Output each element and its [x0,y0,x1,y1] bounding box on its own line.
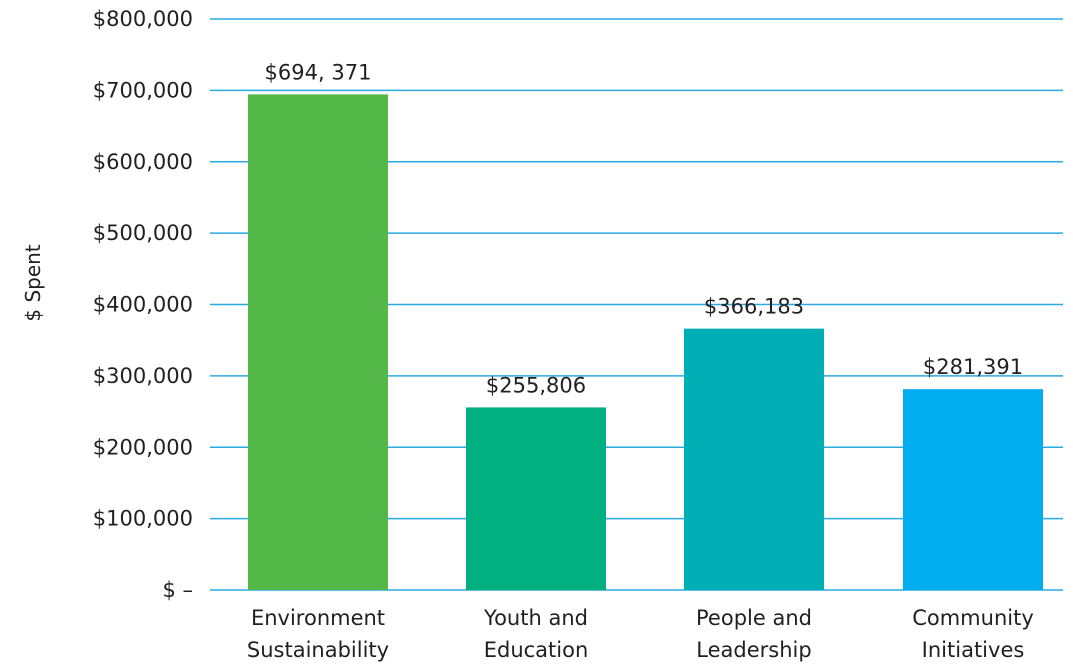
category-label: People and [696,606,812,630]
y-tick-label: $500,000 [93,221,193,245]
data-label: $281,391 [923,355,1023,379]
data-label: $255,806 [486,373,586,397]
y-tick-label: $700,000 [93,78,193,102]
category-label: Education [484,638,589,662]
bar [684,328,824,590]
data-label: $366,183 [704,295,804,319]
y-tick-label: $600,000 [93,150,193,174]
y-tick-label: $200,000 [93,435,193,459]
bar [466,407,606,590]
y-tick-label: $100,000 [93,507,193,531]
bar [903,389,1043,590]
y-tick-label: $400,000 [93,293,193,317]
category-label: Initiatives [922,638,1025,662]
category-label: Youth and [483,606,588,630]
category-label: Community [912,606,1034,630]
y-tick-label: $800,000 [93,7,193,31]
category-label: Sustainability [247,638,389,662]
y-axis-ticks: $ – $100,000 $200,000 $300,000 $400,000 $500,… [93,7,193,602]
bars [248,94,1043,590]
y-tick-label: $300,000 [93,364,193,388]
y-tick-label: $ – [162,578,193,602]
bar [248,94,388,590]
category-label: Leadership [696,638,811,662]
data-label: $694, 371 [265,60,372,84]
data-labels: $694, 371 $255,806 $366,183 $281,391 [265,60,1024,397]
x-axis-labels: Environment Sustainability Youth and Educat… [247,606,1034,662]
y-axis-title: $ Spent [21,244,45,321]
category-label: Environment [251,606,385,630]
